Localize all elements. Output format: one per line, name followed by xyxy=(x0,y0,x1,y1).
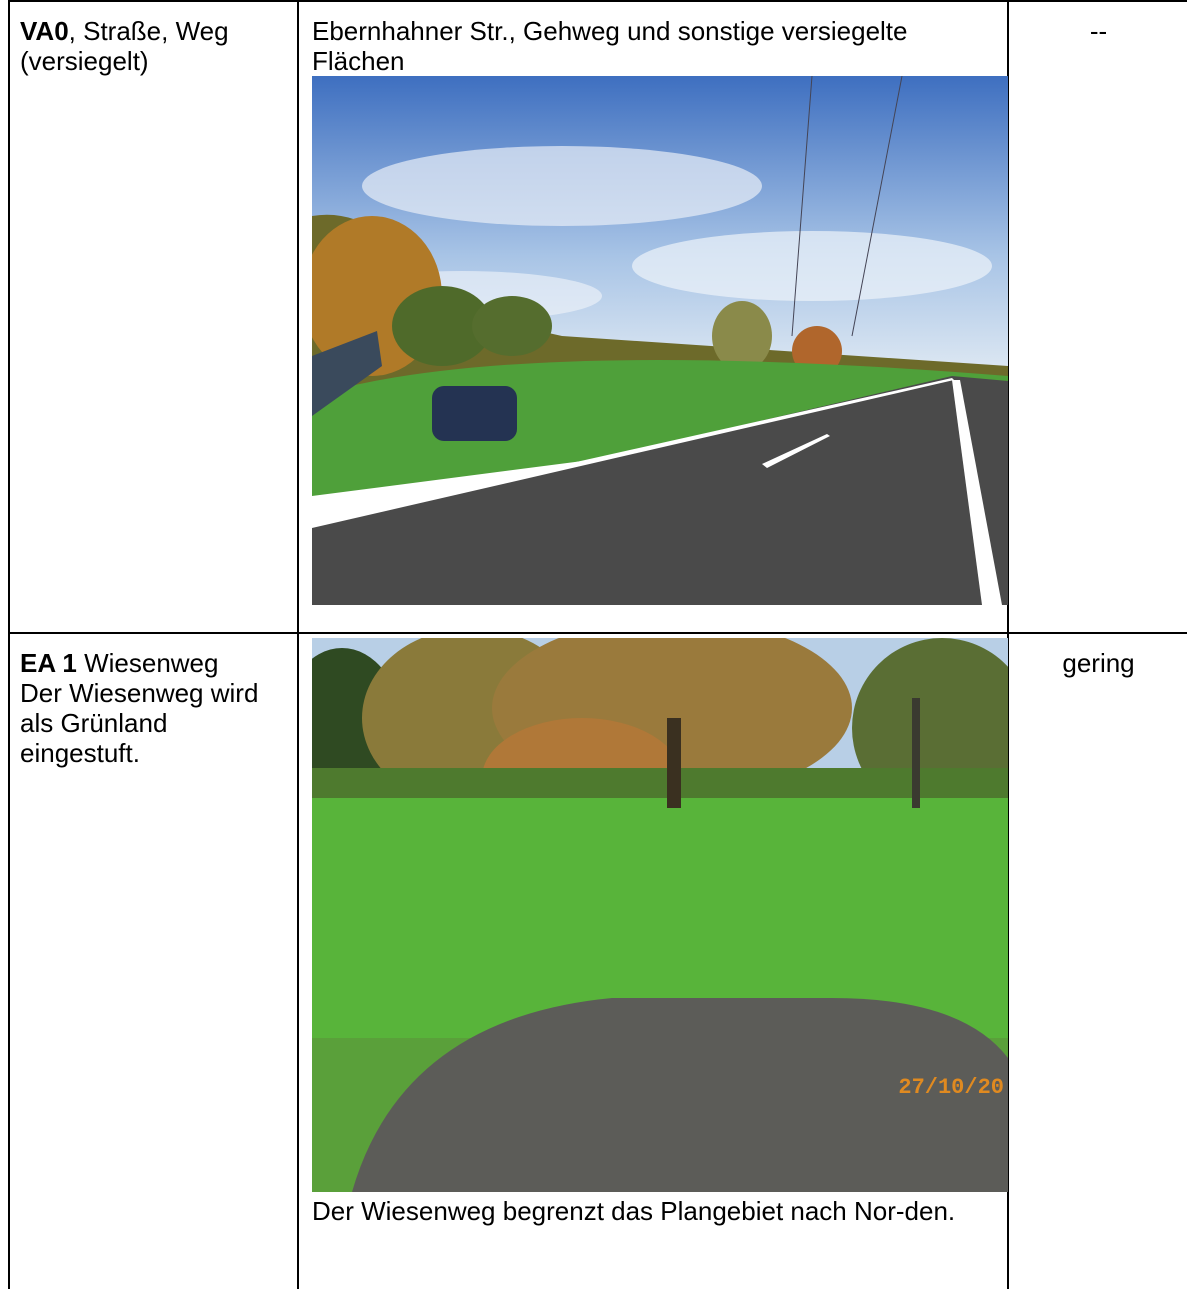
habitat-cell: VA0, Straße, Weg (versiegelt) xyxy=(20,16,290,76)
photo-caption: Der Wiesenweg begrenzt das Plangebiet na… xyxy=(312,1196,1002,1226)
row-line xyxy=(8,632,1187,634)
description: Ebernhahner Str., Gehweg und sonstige ve… xyxy=(312,16,1002,76)
column-line xyxy=(297,0,299,1289)
habitat-code: VA0 xyxy=(20,16,69,46)
rating: -- xyxy=(1010,16,1187,46)
road-photo xyxy=(312,76,1008,605)
habitat-note: Der Wiesenweg wird als Grünland eingestu… xyxy=(20,678,258,768)
photo-date-stamp: 27/10/20 xyxy=(898,1075,1004,1100)
rating: gering xyxy=(1010,648,1187,678)
page: VA0, Straße, Weg (versiegelt) Ebernhahne… xyxy=(0,0,1187,1289)
meadow-photo: 27/10/20 xyxy=(312,638,1008,1192)
table-border xyxy=(8,0,10,1289)
habitat-code: EA 1 xyxy=(20,648,77,678)
table-border xyxy=(8,0,1187,2)
habitat-name: Wiesenweg xyxy=(84,648,218,678)
